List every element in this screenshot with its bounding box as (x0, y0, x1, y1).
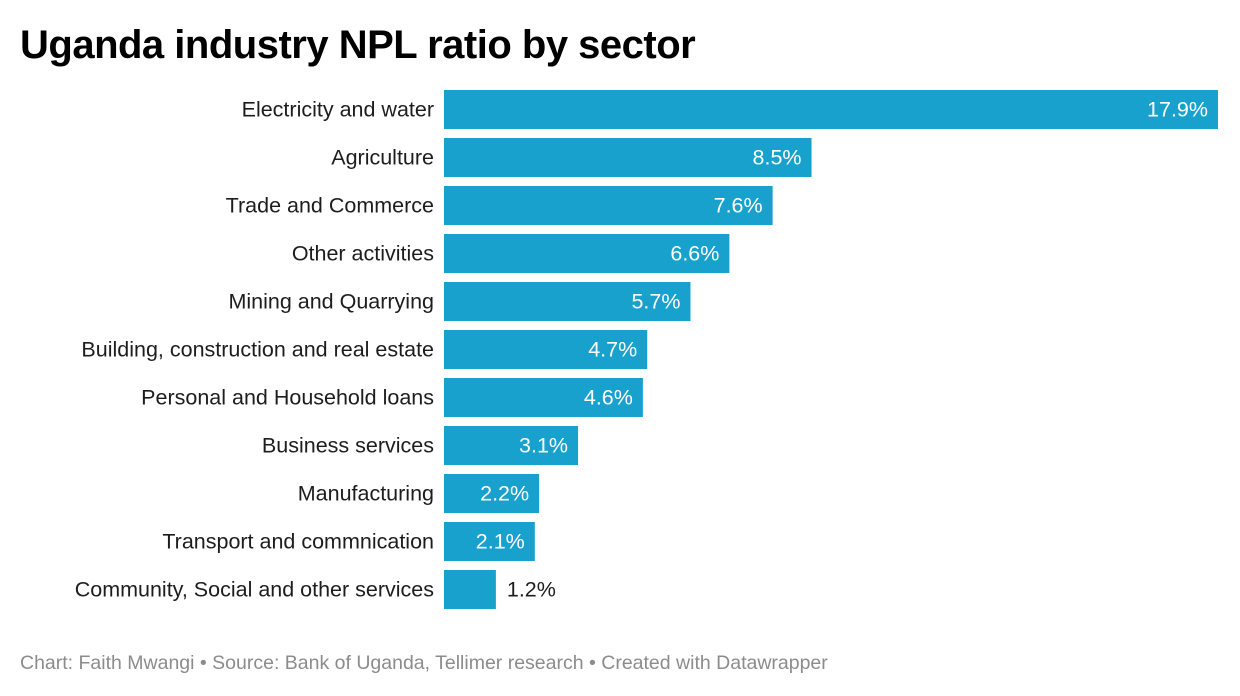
bar (444, 426, 579, 465)
bar (444, 522, 535, 561)
bar (444, 90, 1218, 129)
footer-separator: • (589, 652, 596, 674)
bar (444, 282, 691, 321)
category-label: Business services (262, 434, 434, 458)
chart-footer: Chart: Faith Mwangi • Source: Bank of Ug… (20, 650, 828, 676)
value-label: 7.6% (714, 194, 763, 218)
category-label: Trade and Commerce (226, 194, 434, 218)
value-label: 8.5% (753, 146, 802, 170)
category-label: Mining and Quarrying (228, 290, 434, 314)
value-label: 3.1% (519, 434, 568, 458)
category-label: Other activities (292, 242, 434, 266)
bar (444, 234, 730, 273)
category-label: Community, Social and other services (75, 578, 434, 602)
bar (444, 186, 773, 225)
value-label: 4.6% (584, 386, 633, 410)
footer-separator: • (199, 652, 207, 674)
value-label: 6.6% (670, 242, 719, 266)
value-label: 2.1% (476, 530, 525, 554)
bar (444, 570, 496, 609)
value-label: 4.7% (588, 338, 637, 362)
chart-title: Uganda industry NPL ratio by sector (20, 23, 696, 67)
value-label: 17.9% (1147, 98, 1208, 122)
bar (444, 378, 643, 417)
value-label: 5.7% (631, 290, 680, 314)
category-label: Personal and Household loans (141, 386, 434, 410)
value-label: 2.2% (480, 482, 529, 506)
value-label: 1.2% (507, 578, 556, 602)
category-label: Manufacturing (298, 482, 434, 506)
footer-created: Created with Datawrapper (601, 652, 828, 674)
bars-group: Electricity and water 17.9% Agriculture 8.5… (75, 90, 1218, 609)
bar (444, 138, 812, 177)
category-label: Agriculture (331, 146, 434, 170)
bar (444, 330, 648, 369)
bar-chart: Electricity and water 17.9% Agriculture 8.5… (75, 90, 1218, 609)
category-label: Electricity and water (242, 98, 434, 122)
footer-source: Source: Bank of Uganda, Tellimer researc… (212, 652, 584, 674)
footer-credit: Chart: Faith Mwangi (20, 652, 195, 674)
category-label: Building, construction and real estate (81, 338, 434, 362)
bar (444, 474, 540, 513)
category-label: Transport and commnication (162, 530, 434, 554)
